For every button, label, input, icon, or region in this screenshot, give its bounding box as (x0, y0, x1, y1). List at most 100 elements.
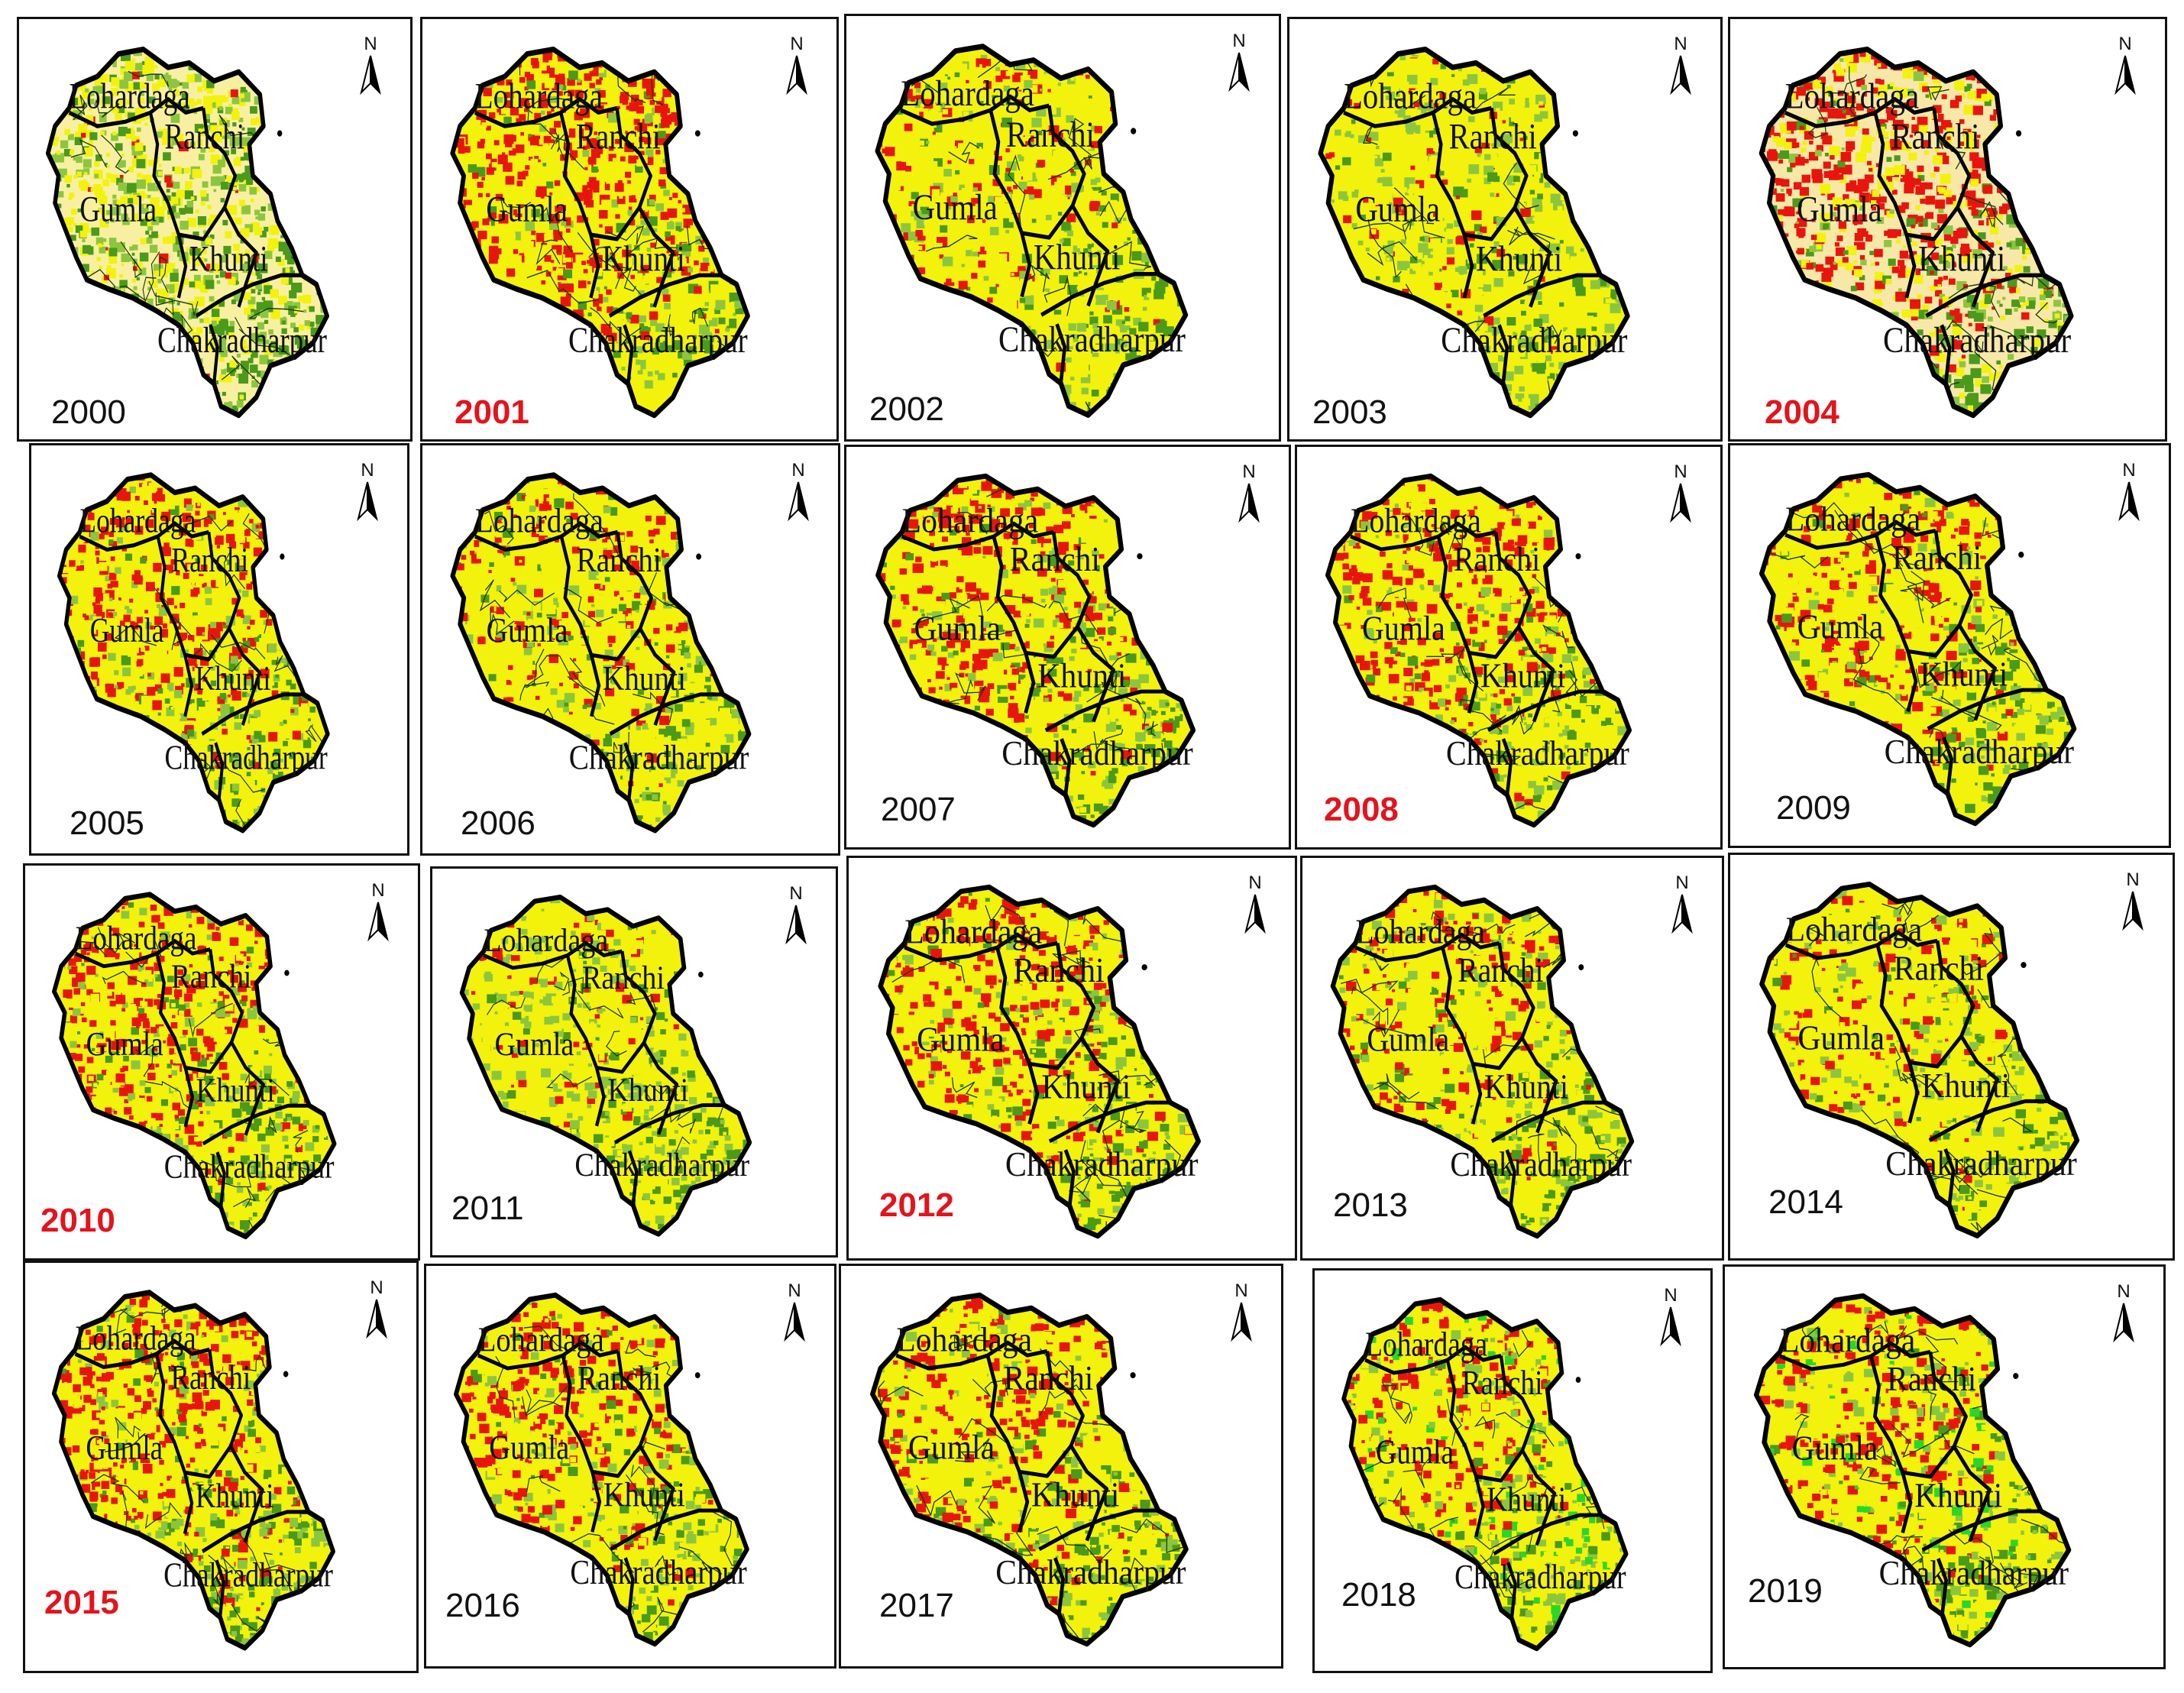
susceptibility-cell (552, 418, 558, 424)
susceptibility-cell (642, 275, 652, 284)
susceptibility-cell (603, 296, 609, 303)
susceptibility-cell (1045, 147, 1052, 153)
susceptibility-cell (649, 167, 657, 174)
susceptibility-cell (225, 325, 235, 335)
susceptibility-cell (1361, 259, 1369, 267)
susceptibility-cell (131, 416, 136, 421)
susceptibility-cell (68, 311, 77, 320)
susceptibility-cell (232, 108, 239, 114)
susceptibility-cell (303, 294, 312, 304)
susceptibility-cell (655, 370, 659, 375)
susceptibility-cell (213, 347, 217, 351)
susceptibility-cell (257, 291, 261, 296)
susceptibility-cell (524, 366, 535, 376)
susceptibility-cell (1184, 175, 1186, 180)
susceptibility-cell (244, 261, 248, 265)
susceptibility-cell (670, 148, 681, 159)
susceptibility-cell (129, 246, 134, 251)
susceptibility-cell (1607, 219, 1614, 226)
susceptibility-cell (121, 213, 128, 222)
susceptibility-cell (1403, 330, 1409, 335)
susceptibility-cell (171, 49, 180, 57)
susceptibility-cell (1155, 245, 1160, 249)
susceptibility-cell (1490, 227, 1498, 235)
susceptibility-cell (658, 63, 670, 73)
susceptibility-cell (872, 362, 875, 366)
susceptibility-cell (453, 310, 461, 319)
susceptibility-cell (1410, 165, 1416, 170)
susceptibility-cell (296, 219, 300, 222)
susceptibility-cell (548, 143, 560, 154)
susceptibility-cell (494, 332, 503, 342)
susceptibility-cell (1018, 181, 1027, 190)
susceptibility-cell (318, 393, 322, 398)
susceptibility-cell (144, 204, 147, 209)
susceptibility-cell (468, 51, 477, 60)
susceptibility-cell (72, 62, 80, 70)
susceptibility-cell (317, 261, 327, 271)
susceptibility-cell (156, 215, 163, 223)
susceptibility-cell (196, 99, 202, 105)
susceptibility-cell (64, 357, 72, 365)
susceptibility-cell (131, 252, 135, 256)
susceptibility-cell (1070, 402, 1076, 408)
susceptibility-cell (916, 382, 924, 390)
susceptibility-cell (1053, 190, 1061, 199)
susceptibility-cell (885, 147, 895, 157)
susceptibility-cell (1087, 86, 1095, 93)
susceptibility-cell (538, 405, 542, 409)
susceptibility-cell (277, 180, 285, 187)
susceptibility-cell (319, 229, 328, 238)
susceptibility-cell (154, 65, 158, 69)
susceptibility-cell (1119, 340, 1128, 348)
susceptibility-cell (460, 50, 469, 60)
susceptibility-cell (264, 347, 273, 356)
susceptibility-cell (938, 207, 943, 212)
susceptibility-cell (726, 335, 734, 342)
susceptibility-cell (724, 138, 733, 147)
susceptibility-cell (1186, 248, 1192, 252)
susceptibility-cell (1089, 311, 1094, 316)
susceptibility-cell (104, 344, 108, 348)
susceptibility-cell (649, 194, 656, 202)
susceptibility-cell (610, 398, 618, 406)
susceptibility-cell (183, 396, 188, 400)
susceptibility-cell (870, 261, 875, 267)
susceptibility-cell (877, 265, 880, 274)
susceptibility-cell (254, 309, 260, 316)
susceptibility-cell (1110, 193, 1119, 202)
susceptibility-cell (877, 204, 879, 212)
susceptibility-cell (988, 196, 997, 204)
susceptibility-cell (198, 128, 206, 137)
susceptibility-cell (885, 308, 895, 317)
susceptibility-cell (1088, 89, 1095, 96)
susceptibility-cell (700, 147, 710, 157)
susceptibility-cell (329, 224, 337, 231)
susceptibility-cell (735, 68, 739, 72)
susceptibility-cell (909, 57, 918, 66)
susceptibility-cell (552, 267, 557, 271)
susceptibility-cell (189, 218, 195, 224)
susceptibility-cell (174, 167, 182, 174)
susceptibility-cell (231, 148, 237, 154)
susceptibility-cell (935, 242, 943, 250)
susceptibility-cell (1383, 348, 1392, 355)
susceptibility-cell (1386, 70, 1394, 76)
susceptibility-cell (1097, 250, 1102, 255)
susceptibility-cell (323, 384, 328, 390)
susceptibility-cell (668, 61, 677, 70)
susceptibility-cell (289, 225, 299, 235)
susceptibility-cell (558, 73, 565, 80)
susceptibility-cell (298, 324, 305, 331)
susceptibility-cell (626, 312, 633, 318)
susceptibility-cell (316, 140, 322, 145)
susceptibility-cell (49, 259, 57, 267)
susceptibility-cell (235, 217, 242, 225)
susceptibility-cell (1536, 361, 1546, 370)
susceptibility-cell (1545, 54, 1554, 63)
susceptibility-cell (80, 132, 86, 138)
susceptibility-cell (231, 96, 240, 105)
susceptibility-cell (184, 383, 194, 393)
susceptibility-cell (1140, 222, 1150, 232)
